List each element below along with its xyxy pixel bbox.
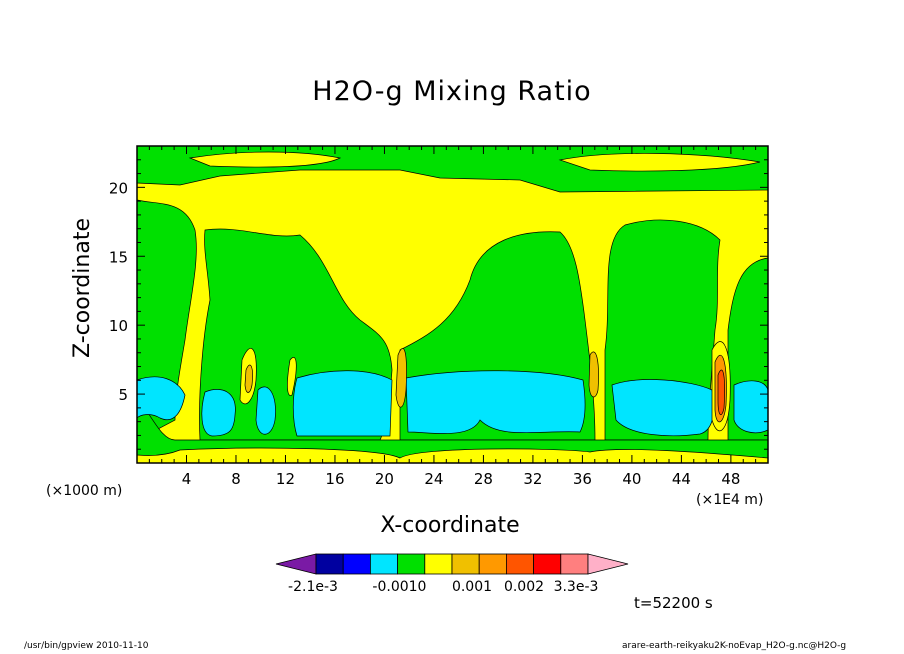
colorbar-label: 0.001 xyxy=(452,579,492,595)
colorbar-segment xyxy=(369,553,398,575)
x-tick-label: 32 xyxy=(523,470,542,488)
time-label: t=52200 s xyxy=(634,594,713,612)
contour-top-yellow-patch xyxy=(188,151,342,168)
contour-red-streak-4 xyxy=(717,369,725,415)
footer-right-text: arare-earth-reikyaku2K-noEvap_H2O-g.nc@H… xyxy=(622,641,847,651)
plot-frame xyxy=(136,145,769,464)
contour-cyan-7 xyxy=(733,380,769,434)
x-tick-label: 44 xyxy=(672,470,691,488)
colorbar-label: 0 xyxy=(418,579,427,595)
x-tick-label: 48 xyxy=(721,470,740,488)
contour-orange-streak-1 xyxy=(244,364,253,393)
colorbar: -2.1e-3 -0.001 0 0.001 0.002 3.3e-3 xyxy=(275,553,629,595)
contour-yellow-streak-2 xyxy=(287,357,297,396)
x-tick-label: 36 xyxy=(573,470,592,488)
x-tick-label: 20 xyxy=(375,470,394,488)
contour-cyan-2 xyxy=(201,389,236,437)
x-axis-label: X-coordinate xyxy=(380,513,520,538)
contour-cyan-5 xyxy=(405,370,586,434)
x-tick-label: 12 xyxy=(276,470,295,488)
contour-cyan-6 xyxy=(611,379,715,437)
contour-top-yellow-patch2 xyxy=(558,153,761,172)
colorbar-segment xyxy=(397,553,426,575)
x-unit-left-label: (×1000 m) xyxy=(46,483,123,499)
colorbar-max-arrow xyxy=(587,553,629,575)
colorbar-segment xyxy=(505,553,534,575)
x-tick-label: 16 xyxy=(325,470,344,488)
colorbar-label: -0.001 xyxy=(372,579,417,595)
y-axis-label: Z-coordinate xyxy=(70,218,95,358)
x-tick-label: 4 xyxy=(182,470,192,488)
colorbar-segment xyxy=(560,553,589,575)
x-tick-label: 24 xyxy=(424,470,443,488)
colorbar-segment xyxy=(315,553,344,575)
colorbar-min-arrow xyxy=(275,553,317,575)
x-tick-label: 40 xyxy=(622,470,641,488)
contour-cyan-3 xyxy=(255,386,276,435)
y-tick-label: 10 xyxy=(109,317,128,335)
contour-orange-streak-3 xyxy=(588,351,599,398)
colorbar-segment xyxy=(342,553,371,575)
x-tick-label: 28 xyxy=(474,470,493,488)
colorbar-segment xyxy=(424,553,453,575)
colorbar-label: 0.002 xyxy=(504,579,544,595)
colorbar-label: 3.3e-3 xyxy=(554,579,599,595)
y-tick-label: 15 xyxy=(109,248,128,266)
contour-cyan-1 xyxy=(136,376,186,420)
colorbar-segment xyxy=(478,553,507,575)
colorbar-segment xyxy=(451,553,480,575)
contour-cyan-4 xyxy=(292,370,393,437)
y-tick-label: 5 xyxy=(118,386,128,404)
y-tick-label: 20 xyxy=(109,179,128,197)
y-ticks: 5 10 15 20 xyxy=(109,159,768,450)
footer-left-text: /usr/bin/gpview 2010-11-10 xyxy=(24,641,149,651)
colorbar-label: -2.1e-3 xyxy=(288,579,338,595)
chart-title: H2O-g Mixing Ratio xyxy=(312,76,592,107)
contour-field xyxy=(136,145,769,463)
x-unit-right-label: (×1E4 m) xyxy=(696,492,764,508)
colorbar-segment xyxy=(533,553,562,575)
x-ticks: 4 8 12 16 20 24 28 32 36 40 44 48 xyxy=(148,146,757,488)
x-tick-label: 8 xyxy=(231,470,241,488)
contour-orange-streak-2 xyxy=(395,348,407,408)
